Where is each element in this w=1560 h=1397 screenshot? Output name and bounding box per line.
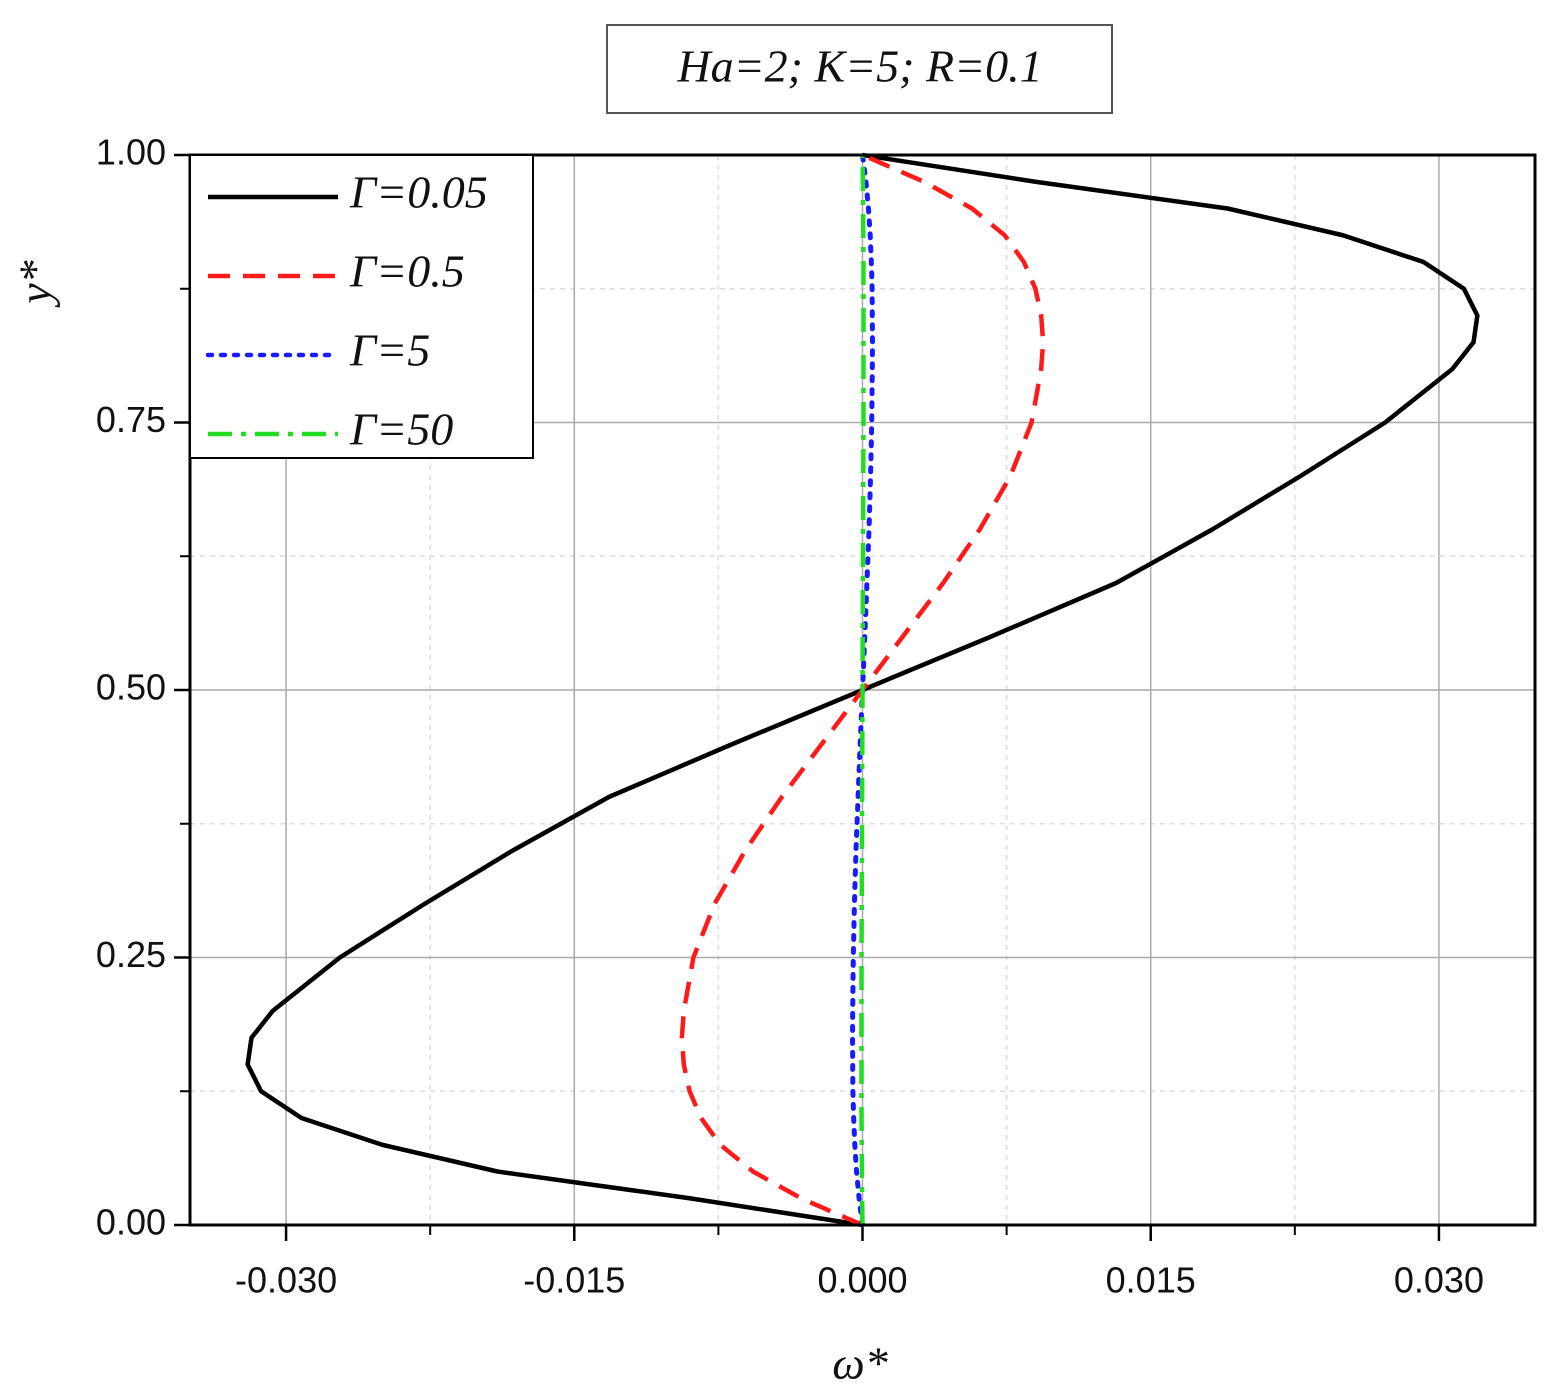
x-tick-label: 0.000: [817, 1260, 907, 1301]
legend-label: Γ=0.05: [349, 167, 488, 218]
legend-label: Γ=0.5: [349, 246, 465, 297]
plot-frame: [188, 153, 1537, 1227]
y-axis-label: y*: [10, 260, 61, 307]
legend-label: Γ=50: [349, 404, 453, 455]
x-tick-label: 0.015: [1106, 1260, 1196, 1301]
y-tick-label: 0.00: [96, 1202, 166, 1243]
y-tick-label: 0.25: [96, 934, 166, 975]
x-tick-label: -0.015: [523, 1260, 625, 1301]
x-tick-label: 0.030: [1394, 1260, 1484, 1301]
legend-box: [189, 154, 534, 459]
series-line: [859, 154, 866, 1226]
title-box: [606, 24, 1113, 114]
y-tick-label: 0.50: [96, 667, 166, 708]
chart-title: Ha=2; K=5; R=0.1: [676, 41, 1042, 92]
y-tick-label: 1.00: [96, 132, 166, 173]
x-axis-label: ω*: [832, 1338, 887, 1389]
legend-label: Γ=5: [349, 325, 430, 376]
y-tick-label: 0.75: [96, 399, 166, 440]
x-tick-label: -0.030: [235, 1260, 337, 1301]
